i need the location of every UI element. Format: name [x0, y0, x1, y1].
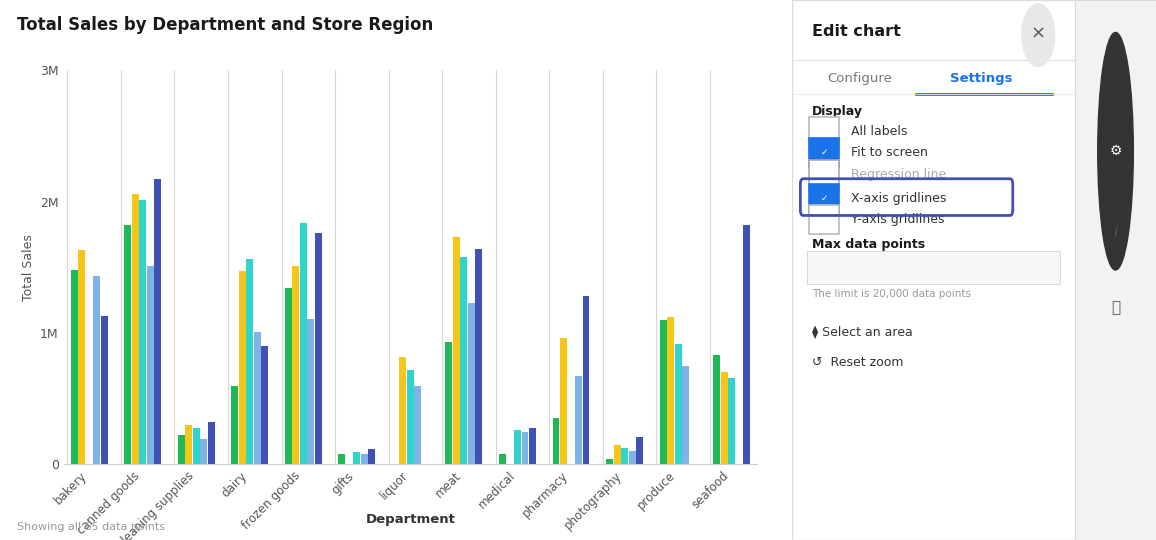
Bar	[299, 222, 306, 464]
FancyBboxPatch shape	[809, 117, 839, 146]
Bar	[614, 445, 621, 464]
Text: Regression line: Regression line	[851, 168, 947, 181]
Bar	[354, 452, 361, 464]
Bar	[475, 249, 482, 464]
Bar	[728, 377, 735, 464]
Bar	[124, 225, 131, 464]
Bar	[79, 250, 86, 464]
Bar	[208, 422, 215, 464]
FancyBboxPatch shape	[809, 184, 839, 213]
Text: Max data points: Max data points	[812, 238, 925, 251]
Bar	[743, 225, 750, 464]
FancyBboxPatch shape	[809, 138, 839, 167]
Text: ⚙: ⚙	[1110, 144, 1121, 158]
Text: X-axis gridlines: X-axis gridlines	[851, 192, 947, 205]
Text: ×: ×	[1031, 25, 1046, 43]
Bar	[529, 428, 536, 464]
FancyBboxPatch shape	[1075, 0, 1156, 540]
Bar	[139, 200, 146, 464]
Bar	[154, 179, 161, 464]
Bar	[400, 356, 406, 464]
Bar	[147, 266, 154, 464]
Bar	[307, 319, 314, 464]
Text: Total Sales by Department and Store Region: Total Sales by Department and Store Regi…	[17, 16, 433, 34]
Bar	[606, 459, 613, 464]
Text: ▐▌: ▐▌	[1104, 68, 1127, 83]
Text: Fit to screen: Fit to screen	[851, 146, 928, 159]
Bar	[445, 342, 452, 464]
Bar	[675, 343, 682, 464]
Bar	[314, 233, 321, 464]
Bar	[713, 355, 720, 464]
Text: All labels: All labels	[851, 125, 907, 138]
Bar	[254, 332, 260, 464]
Bar	[94, 276, 101, 464]
FancyBboxPatch shape	[809, 205, 839, 234]
Bar	[407, 370, 414, 464]
Text: ✓: ✓	[821, 148, 828, 157]
Text: Configure: Configure	[828, 72, 892, 85]
Bar	[246, 259, 253, 464]
FancyBboxPatch shape	[807, 251, 1060, 284]
Bar	[561, 338, 566, 464]
Bar	[239, 271, 246, 464]
Bar	[361, 454, 368, 464]
Bar	[415, 386, 421, 464]
Bar	[720, 373, 727, 464]
Bar	[499, 454, 506, 464]
Bar	[553, 418, 560, 464]
Text: Edit chart: Edit chart	[812, 24, 901, 39]
Bar	[468, 303, 475, 464]
Bar	[682, 366, 689, 464]
Text: ⧫ Select an area: ⧫ Select an area	[812, 325, 912, 339]
FancyBboxPatch shape	[792, 0, 1075, 540]
Text: ✓: ✓	[821, 194, 828, 202]
Bar	[369, 449, 376, 464]
Bar	[292, 266, 299, 464]
Bar	[178, 435, 185, 464]
Bar	[200, 440, 207, 464]
Bar	[231, 386, 238, 464]
Bar	[460, 257, 467, 464]
Bar	[583, 296, 590, 464]
Text: i: i	[1113, 225, 1118, 240]
Bar	[621, 448, 628, 464]
Bar	[284, 288, 291, 464]
FancyBboxPatch shape	[809, 160, 839, 189]
Circle shape	[1022, 4, 1054, 66]
Bar	[185, 425, 192, 464]
Text: 5000: 5000	[825, 261, 858, 274]
Bar	[629, 451, 636, 464]
Bar	[521, 431, 528, 464]
Text: ↺  Reset zoom: ↺ Reset zoom	[812, 356, 903, 369]
Bar	[453, 237, 460, 464]
Bar	[71, 270, 77, 464]
Circle shape	[1098, 32, 1133, 270]
Bar	[514, 430, 521, 464]
Bar	[132, 194, 139, 464]
Bar	[339, 454, 346, 464]
Text: Display: Display	[812, 105, 862, 118]
Text: Showing all 65 data points: Showing all 65 data points	[17, 522, 165, 532]
Bar	[575, 376, 581, 464]
Text: Y-axis gridlines: Y-axis gridlines	[851, 213, 944, 226]
Bar	[261, 346, 268, 464]
Y-axis label: Total Sales: Total Sales	[22, 234, 35, 301]
Bar	[636, 437, 643, 464]
Bar	[101, 316, 108, 464]
Bar	[193, 428, 200, 464]
Text: Department: Department	[365, 514, 455, 526]
Bar	[660, 320, 667, 464]
Text: Ⓡ: Ⓡ	[1111, 300, 1120, 315]
Bar	[667, 317, 674, 464]
Text: The limit is 20,000 data points: The limit is 20,000 data points	[812, 289, 971, 299]
Text: Settings: Settings	[950, 72, 1013, 85]
